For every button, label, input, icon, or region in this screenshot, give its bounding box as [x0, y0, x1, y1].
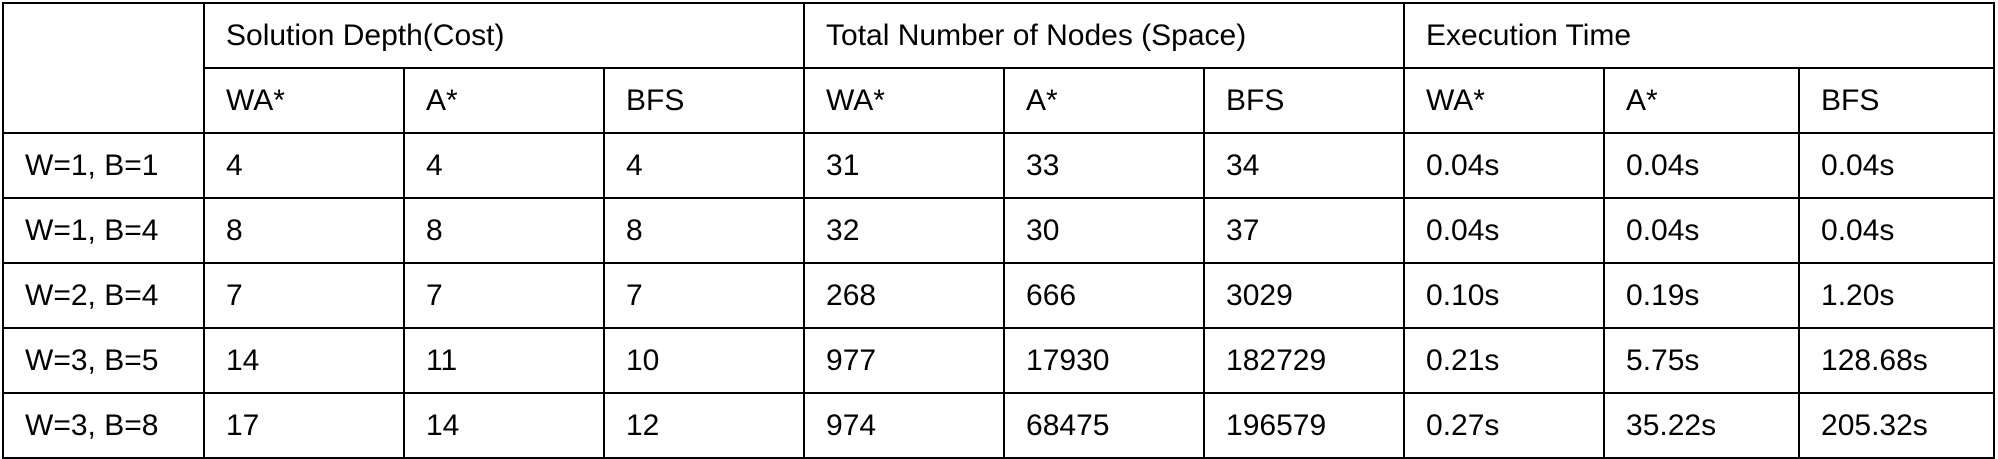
table-cell: 205.32s — [1798, 392, 1996, 459]
table-cell: 34 — [1203, 132, 1406, 199]
table-cell: 31 — [803, 132, 1006, 199]
table-row: W=3, B=5 14 11 10 977 17930 182729 0.21s 5.75s 12… — [2, 327, 1996, 394]
table-cell: 4 — [403, 132, 605, 199]
table-cell: 974 — [803, 392, 1006, 459]
table-cell: 7 — [203, 262, 405, 329]
table-cell: 0.04s — [1403, 132, 1606, 199]
sub-header-cell: BFS — [1798, 67, 1996, 134]
table-cell: 0.21s — [1403, 327, 1606, 394]
table-cell: 268 — [803, 262, 1006, 329]
table-cell: 14 — [203, 327, 405, 394]
row-label: W=1, B=4 — [2, 197, 205, 264]
table-cell: 0.04s — [1603, 197, 1801, 264]
sub-header-cell: WA* — [1403, 67, 1606, 134]
sub-header-cell: A* — [1603, 67, 1801, 134]
table-cell: 14 — [403, 392, 605, 459]
table-cell: 0.27s — [1403, 392, 1606, 459]
table-cell: 4 — [602, 132, 806, 199]
table-cell: 5.75s — [1603, 327, 1801, 394]
table-cell: 17 — [203, 392, 405, 459]
sub-header-cell: BFS — [602, 67, 806, 134]
table-cell: 196579 — [1203, 392, 1406, 459]
sub-header-cell: WA* — [803, 67, 1006, 134]
sub-header-cell: WA* — [203, 67, 405, 134]
table-cell: 4 — [203, 132, 405, 199]
sub-header-cell: BFS — [1203, 67, 1406, 134]
table-cell: 0.04s — [1603, 132, 1801, 199]
table-cell: 30 — [1003, 197, 1206, 264]
sub-header-cell: A* — [1003, 67, 1206, 134]
table-cell: 0.10s — [1403, 262, 1606, 329]
table-row: W=1, B=1 4 4 4 31 33 34 0.04s 0.04s 0.04s — [2, 132, 1996, 199]
corner-cell — [2, 2, 205, 134]
table-cell: 182729 — [1203, 327, 1406, 394]
group-header-solution-depth: Solution Depth(Cost) — [202, 2, 806, 69]
table-row: W=2, B=4 7 7 7 268 666 3029 0.10s 0.19s 1.20s — [2, 262, 1996, 329]
table-cell: 32 — [803, 197, 1006, 264]
sub-header-row: WA* A* BFS WA* A* BFS WA* A* BFS — [3, 67, 1996, 134]
table-cell: 0.04s — [1798, 197, 1996, 264]
table-row: W=1, B=4 8 8 8 32 30 37 0.04s 0.04s 0.04s — [2, 197, 1996, 264]
sub-header-cell: A* — [403, 67, 605, 134]
group-header-total-nodes: Total Number of Nodes (Space) — [803, 2, 1406, 69]
row-label: W=2, B=4 — [2, 262, 205, 329]
table-cell: 666 — [1003, 262, 1206, 329]
row-label: W=3, B=8 — [2, 392, 205, 459]
table-cell: 8 — [203, 197, 405, 264]
group-header-execution-time: Execution Time — [1403, 2, 1996, 69]
table-cell: 33 — [1003, 132, 1206, 199]
table-cell: 17930 — [1003, 327, 1206, 394]
table-cell: 37 — [1203, 197, 1406, 264]
table-cell: 0.04s — [1403, 197, 1606, 264]
table-cell: 8 — [602, 197, 806, 264]
table-cell: 0.04s — [1798, 132, 1996, 199]
table-cell: 1.20s — [1798, 262, 1996, 329]
table-cell: 12 — [602, 392, 806, 459]
group-header-row: Solution Depth(Cost) Total Number of Nod… — [2, 2, 1996, 134]
table-cell: 68475 — [1003, 392, 1206, 459]
table-cell: 11 — [403, 327, 605, 394]
table-cell: 8 — [403, 197, 605, 264]
table-cell: 10 — [602, 327, 806, 394]
table-cell: 3029 — [1203, 262, 1406, 329]
table-cell: 977 — [803, 327, 1006, 394]
row-label: W=1, B=1 — [2, 132, 205, 199]
table-row: W=3, B=8 17 14 12 974 68475 196579 0.27s 35.22s 2… — [2, 392, 1996, 459]
table-cell: 128.68s — [1798, 327, 1996, 394]
row-label: W=3, B=5 — [2, 327, 205, 394]
table-cell: 35.22s — [1603, 392, 1801, 459]
table-cell: 7 — [602, 262, 806, 329]
table-cell: 0.19s — [1603, 262, 1801, 329]
table-cell: 7 — [403, 262, 605, 329]
